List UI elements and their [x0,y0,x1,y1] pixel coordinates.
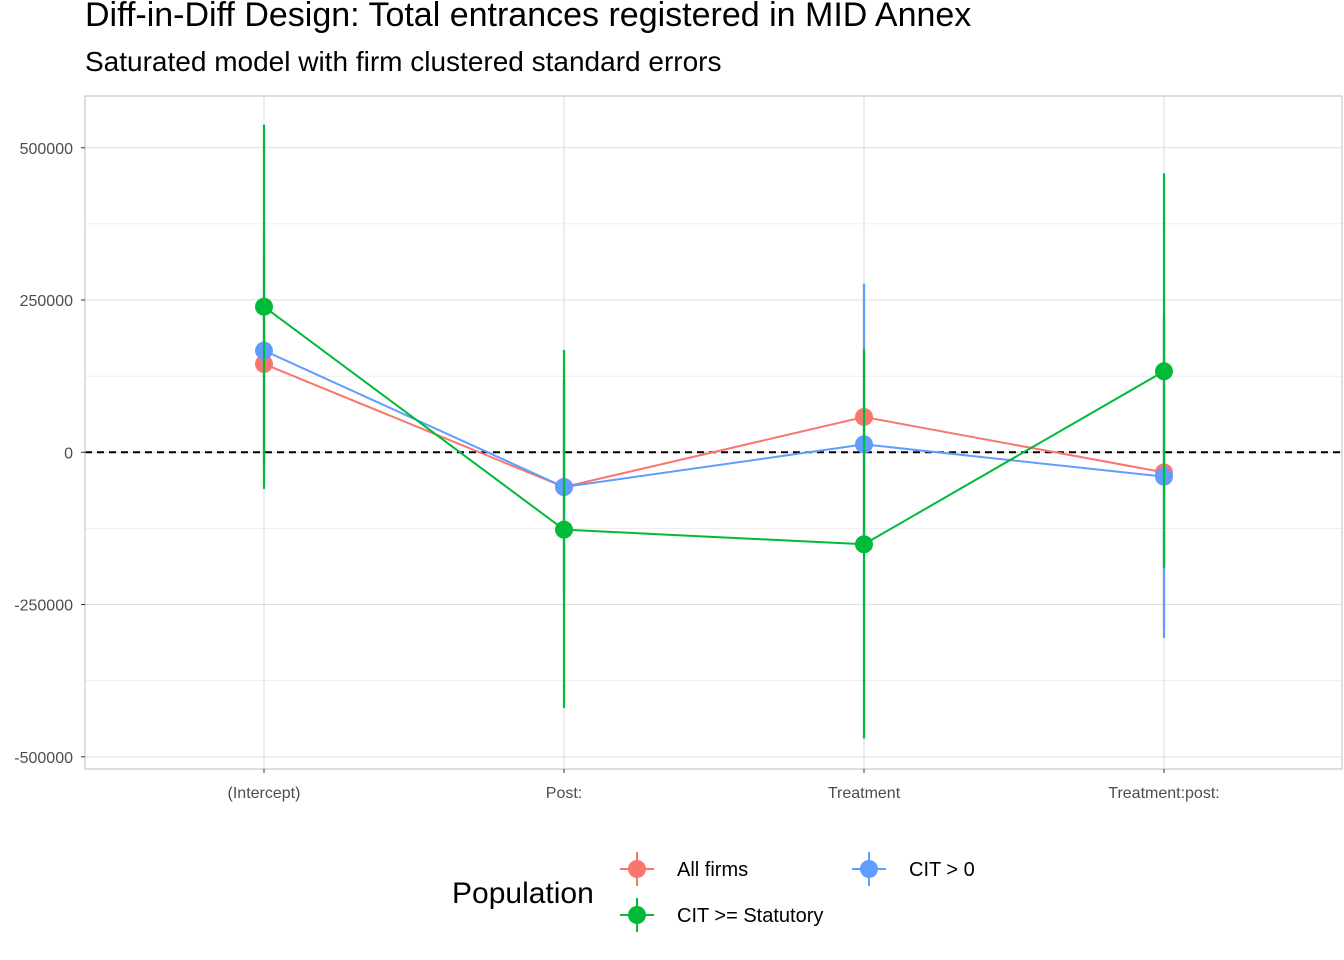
data-point [1155,362,1173,381]
series-line [263,305,1165,546]
y-tick-label: -500000 [14,750,73,767]
legend-item: All firms [620,852,748,886]
data-point [255,297,273,316]
series-group [255,124,1173,739]
y-axis: -500000 -250000 0 250000 500000 [14,141,85,767]
y-tick-label: -250000 [14,598,73,615]
legend-item: CIT > 0 [852,852,975,886]
series-cit-0 [255,233,1173,639]
series-line [263,363,1165,489]
legend-key-point [628,906,646,924]
y-tick-label: 0 [64,445,73,462]
x-tick-label: Post: [546,785,582,802]
series-cit-statutory [255,124,1173,739]
x-tick-label: Treatment:post: [1108,785,1219,802]
legend-label: All firms [677,859,748,881]
legend-key-point [860,860,878,878]
chart-title: Diff-in-Diff Design: Total entrances reg… [85,0,972,34]
legend-label: CIT > 0 [909,859,975,881]
chart-subtitle: Saturated model with firm clustered stan… [85,46,722,77]
legend-key-point [628,860,646,878]
x-tick-label: (Intercept) [228,785,301,802]
legend: Population All firms CIT > 0 CIT >= Statut… [452,852,975,932]
plot-border [84,95,1343,770]
grid [85,96,1342,769]
y-tick-label: 500000 [20,141,73,158]
legend-title: Population [452,877,594,910]
legend-label: CIT >= Statutory [677,905,823,927]
data-point [855,535,873,554]
data-point [555,520,573,539]
y-tick-label: 250000 [20,293,73,310]
legend-item: CIT >= Statutory [620,898,823,932]
x-axis: (Intercept) Post: Treatment Treatment:post: [228,769,1220,802]
x-tick-label: Treatment [828,785,901,802]
